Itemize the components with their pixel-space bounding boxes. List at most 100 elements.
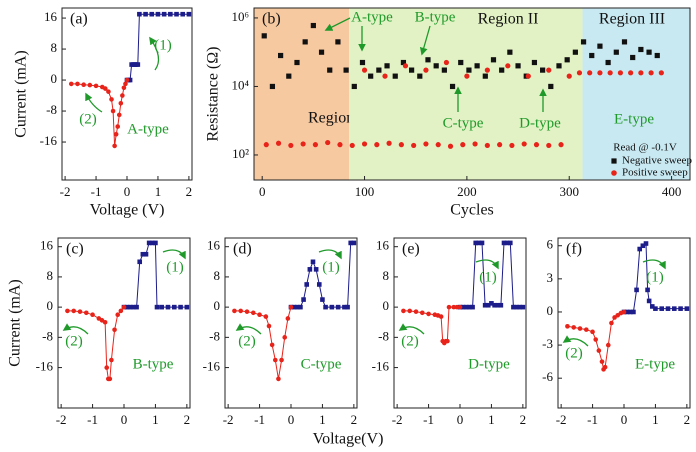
- point: [174, 11, 179, 17]
- annotation: D-type: [519, 115, 561, 131]
- point: [77, 309, 83, 314]
- annotation: B-type: [415, 9, 456, 25]
- point: [320, 297, 325, 302]
- x-tick-label: -2: [392, 412, 403, 427]
- x-tick-label: 2: [351, 412, 358, 427]
- point: [514, 304, 519, 310]
- region-label: Region III: [599, 11, 665, 28]
- point: [288, 304, 294, 310]
- annotation: B-type: [133, 356, 174, 372]
- point: [392, 73, 398, 79]
- point: [438, 314, 444, 319]
- x-tick-label: -2: [60, 184, 71, 199]
- point: [301, 297, 306, 302]
- point: [159, 304, 165, 310]
- x-tick-label: 0: [121, 412, 128, 427]
- point: [443, 59, 450, 66]
- point: [87, 82, 93, 88]
- point: [312, 142, 319, 148]
- point: [121, 85, 127, 91]
- point: [643, 241, 649, 246]
- annotation: (1): [154, 37, 172, 53]
- point: [597, 70, 603, 76]
- point: [165, 304, 171, 310]
- y-tick-label: -16: [203, 359, 221, 374]
- point: [599, 359, 605, 364]
- y-tick-label: 6: [547, 237, 554, 252]
- point: [161, 11, 167, 17]
- point: [285, 316, 291, 321]
- x-tick-label: -2: [556, 412, 567, 427]
- shared-y-label: Current (mA): [7, 279, 24, 367]
- point: [445, 338, 450, 344]
- point: [81, 82, 86, 88]
- point: [507, 240, 513, 246]
- point: [232, 308, 237, 314]
- point: [540, 67, 546, 73]
- arrow: [318, 249, 342, 260]
- point: [106, 89, 111, 94]
- y-tick-label: 3: [547, 270, 554, 285]
- point: [576, 70, 583, 76]
- point: [335, 304, 341, 310]
- point: [580, 39, 587, 45]
- point: [368, 73, 374, 79]
- point: [507, 49, 513, 55]
- point: [374, 142, 380, 148]
- point: [602, 364, 608, 370]
- y-tick-label: -3: [542, 336, 553, 351]
- point: [401, 308, 406, 314]
- point: [658, 70, 664, 76]
- point: [263, 314, 269, 319]
- point: [276, 376, 281, 382]
- point: [282, 335, 288, 340]
- point: [413, 309, 419, 314]
- point: [607, 70, 613, 76]
- point: [556, 63, 562, 69]
- plot-frame: [393, 237, 527, 409]
- point: [515, 63, 521, 69]
- point: [596, 348, 602, 353]
- point: [605, 342, 611, 348]
- point: [466, 67, 472, 73]
- point: [631, 309, 636, 315]
- point: [286, 73, 292, 79]
- point: [178, 304, 183, 310]
- point: [423, 67, 429, 73]
- point: [345, 304, 350, 310]
- point: [123, 81, 128, 87]
- point: [184, 304, 190, 310]
- point: [479, 240, 485, 246]
- point: [482, 302, 488, 308]
- y-tick-label: 16: [207, 238, 221, 253]
- annotation: (2): [79, 111, 97, 127]
- y-tick-label: 8: [383, 268, 390, 283]
- point: [140, 251, 146, 257]
- point: [467, 304, 472, 310]
- point: [548, 83, 554, 90]
- point: [359, 59, 366, 66]
- point: [149, 11, 155, 17]
- y-tick-label: -6: [542, 369, 553, 384]
- point: [342, 304, 347, 310]
- annotation: C-type: [301, 356, 342, 372]
- point: [135, 62, 141, 67]
- point: [288, 142, 294, 149]
- arrow: [642, 259, 666, 270]
- x-tick-label: -2: [56, 412, 67, 427]
- annotation: E-type: [614, 111, 654, 127]
- point: [435, 142, 441, 148]
- point: [659, 306, 665, 311]
- point: [65, 308, 70, 314]
- point: [511, 304, 516, 310]
- point: [646, 298, 652, 304]
- point: [272, 357, 278, 363]
- point: [463, 304, 469, 310]
- point: [102, 319, 108, 325]
- point: [307, 267, 313, 272]
- point: [121, 304, 127, 310]
- point: [649, 304, 655, 309]
- point: [294, 59, 300, 66]
- point: [143, 11, 148, 17]
- arrow: [419, 25, 431, 56]
